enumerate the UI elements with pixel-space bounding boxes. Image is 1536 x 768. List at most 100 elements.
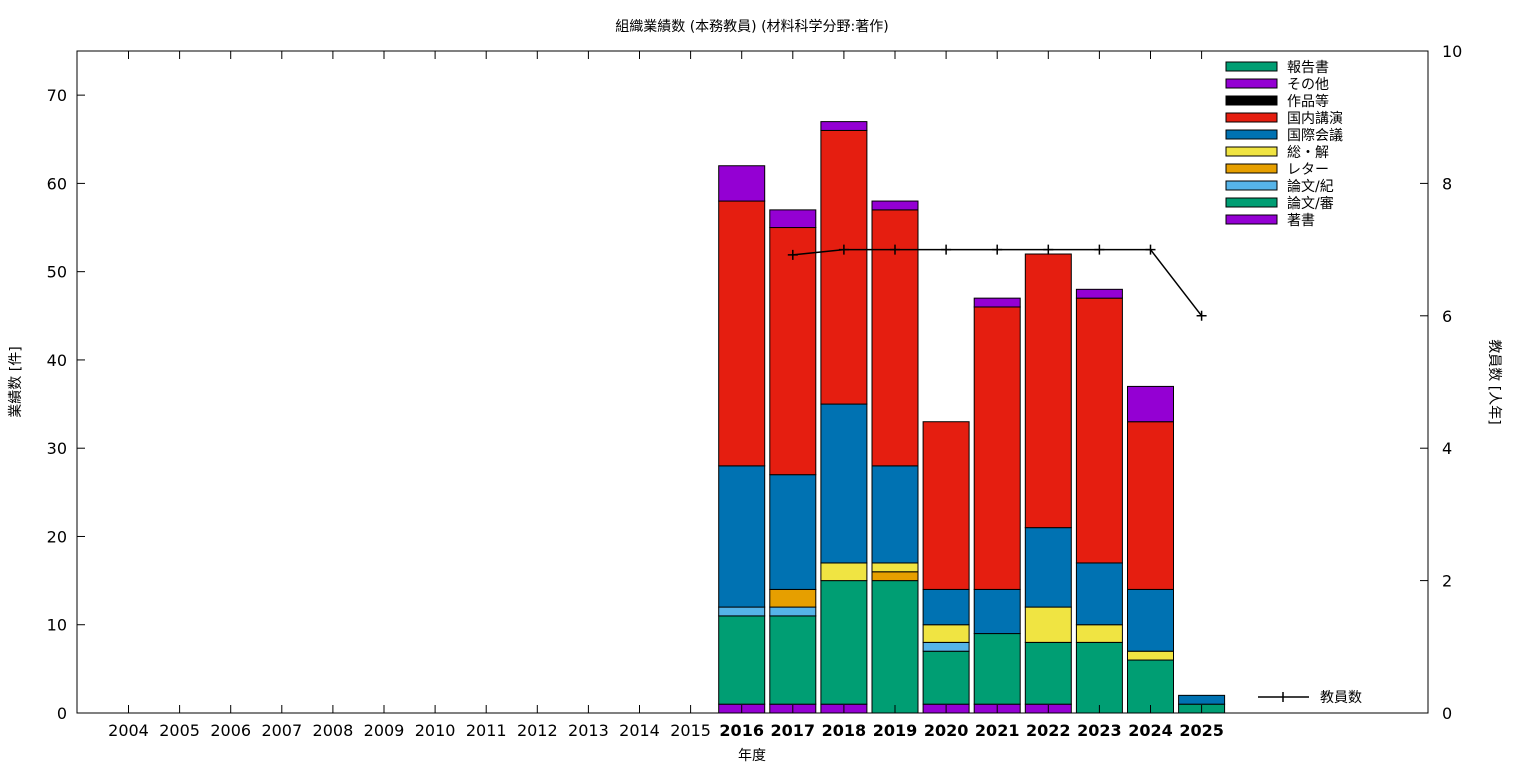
bar-segment [1127, 421, 1174, 590]
bar-segment [1075, 297, 1123, 564]
y-tick-label: 50 [47, 263, 67, 282]
x-tick-label: 2020 [924, 721, 969, 740]
bar-segment [1075, 562, 1123, 626]
bar-segment [820, 121, 868, 131]
x-tick-label: 2016 [719, 721, 764, 740]
bar-segment [871, 465, 919, 564]
y2-tick-label: 0 [1442, 704, 1452, 723]
line-point-marker [787, 249, 798, 260]
x-tick-label: 2023 [1077, 721, 1122, 740]
legend-label: 作品等 [1287, 93, 1329, 110]
legend-label: レター [1287, 162, 1329, 178]
y-tick-label: 20 [47, 527, 67, 546]
ticks-layer: 0 10 20 30 40 50 60 70 0 2 4 6 8 10 2004 2005 2006 2007 20… [47, 42, 1463, 740]
line-point-marker [1094, 244, 1105, 255]
y-tick-label: 40 [47, 351, 67, 370]
bar-segment [922, 624, 970, 643]
x-tick-label: 2024 [1128, 721, 1173, 740]
legend-label: 論文/審 [1287, 196, 1334, 212]
bar-segment [871, 562, 919, 573]
y-tick-label: 30 [47, 439, 67, 458]
x-tick-label: 2006 [210, 721, 251, 740]
bar-segment [922, 650, 970, 705]
y2-tick-label: 10 [1442, 42, 1462, 61]
y-axis-label: 業績数 [件] [8, 346, 24, 417]
x-tick-label: 2004 [108, 721, 149, 740]
legend-swatch [1225, 129, 1278, 140]
legend-swatch [1225, 163, 1278, 174]
bar-segment [820, 129, 868, 405]
y-tick-label: 0 [57, 704, 67, 723]
legend-swatch [1225, 61, 1278, 72]
x-axis-label: 年度 [738, 748, 766, 764]
line-point-marker [838, 244, 849, 255]
legend-label: 論文/紀 [1287, 179, 1334, 195]
legend-label: 国内講演 [1287, 111, 1343, 127]
legend-swatch [1225, 146, 1278, 157]
legend-swatch [1225, 214, 1278, 225]
y-tick-label: 60 [47, 174, 67, 193]
x-tick-label: 2015 [670, 721, 711, 740]
bar-segment [769, 588, 817, 608]
bar-segment [871, 580, 919, 714]
x-tick-label: 2021 [975, 721, 1020, 740]
bar-segment [973, 633, 1021, 705]
bar-segment [718, 465, 766, 608]
y2-tick-label: 2 [1442, 572, 1452, 591]
bar-segment [820, 580, 868, 705]
bar-segment [1127, 650, 1174, 661]
x-tick-label: 2014 [619, 721, 660, 740]
legend-line-label: 教員数 [1320, 690, 1362, 706]
line-point-marker [1043, 244, 1054, 255]
legend-label: その他 [1287, 77, 1329, 93]
x-tick-label: 2019 [873, 721, 918, 740]
y2-tick-label: 6 [1442, 307, 1452, 326]
x-tick-label: 2009 [364, 721, 405, 740]
legend-label: 総・解 [1287, 145, 1329, 161]
bar-segment [1024, 641, 1072, 705]
bar-segment [718, 615, 766, 705]
bar-segment [820, 403, 868, 564]
bars-layer [718, 121, 1226, 714]
plot-frame [76, 50, 1429, 714]
bar-segment [769, 474, 817, 590]
bar-segment [973, 297, 1021, 308]
legend-swatch [1225, 197, 1278, 208]
bar-segment [820, 562, 868, 582]
legend-swatch [1225, 112, 1278, 123]
bar-segment [769, 227, 817, 476]
line-point-marker [941, 244, 952, 255]
x-tick-label: 2012 [517, 721, 558, 740]
bar-segment [973, 588, 1021, 635]
bar-segment [1075, 641, 1123, 714]
bar-segment [1075, 288, 1123, 299]
bar-segment [922, 588, 970, 626]
bar-segment [1127, 385, 1174, 423]
bar-segment [718, 165, 766, 202]
bar-segment [769, 615, 817, 705]
x-tick-label: 2017 [771, 721, 816, 740]
legend-swatch [1225, 78, 1278, 89]
legend-swatch [1225, 180, 1278, 191]
bar-segment [871, 571, 919, 582]
x-tick-label: 2005 [159, 721, 200, 740]
x-tick-label: 2008 [313, 721, 354, 740]
line-point-marker [992, 244, 1003, 255]
x-tick-label: 2022 [1026, 721, 1071, 740]
bar-segment [718, 200, 766, 467]
x-tick-label: 2011 [466, 721, 507, 740]
bar-segment [1024, 606, 1072, 643]
bar-segment [922, 641, 970, 652]
bar-segment [1024, 253, 1072, 529]
y2-axis-label: 教員数 [人年] [1486, 339, 1502, 424]
bar-segment [769, 209, 817, 229]
legend-swatch [1225, 95, 1278, 106]
legend-label: 著書 [1287, 213, 1315, 229]
x-tick-label: 2007 [261, 721, 302, 740]
line-point-marker [1196, 310, 1207, 321]
y2-tick-label: 8 [1442, 174, 1452, 193]
line-point-marker [1145, 244, 1156, 255]
bar-segment [1127, 588, 1174, 652]
